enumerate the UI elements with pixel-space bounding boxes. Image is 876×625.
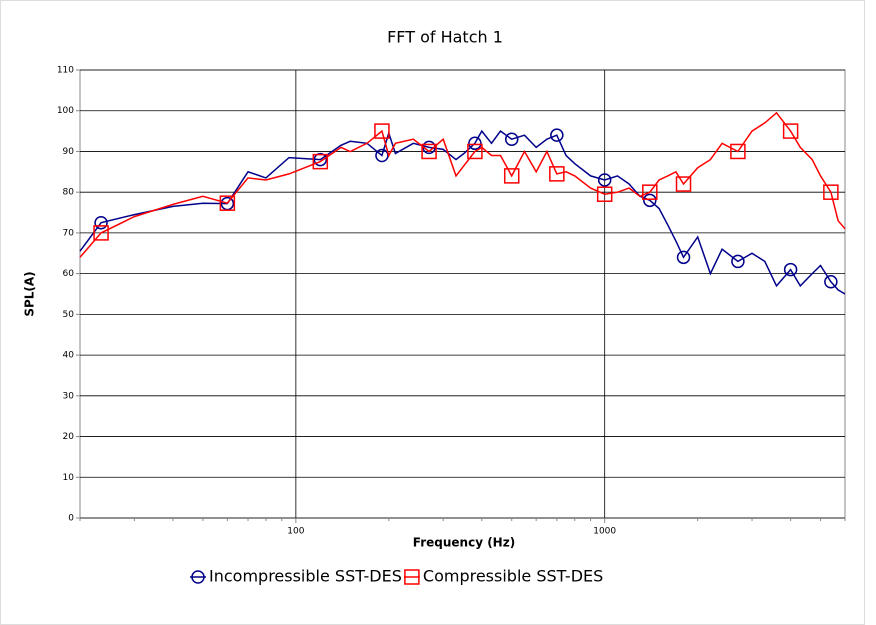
y-tick-label: 40 (63, 351, 75, 361)
plot-area (79, 69, 846, 519)
marker (782, 123, 799, 139)
series-line (79, 129, 846, 295)
marker (643, 193, 657, 208)
marker (730, 143, 746, 160)
marker (823, 184, 839, 200)
y-tick-label: 0 (68, 514, 74, 524)
y-tick-label: 110 (57, 66, 74, 76)
y-tick-label: 80 (63, 188, 75, 198)
marker (642, 184, 658, 200)
legend: Incompressible SST-DES Compressible SST-D… (190, 567, 603, 586)
marker (93, 225, 109, 241)
y-tick-label: 30 (63, 391, 75, 401)
marker (94, 215, 108, 230)
x-tick-label: 1000 (593, 527, 616, 537)
y-axis-label: SPL(A) (23, 271, 37, 316)
marker (596, 186, 613, 202)
marker (421, 143, 437, 160)
y-tick-label: 20 (63, 432, 75, 442)
marker (675, 176, 692, 192)
marker (503, 168, 520, 184)
marker (312, 153, 329, 170)
marker (219, 195, 236, 211)
y-tick-label: 100 (57, 106, 74, 116)
x-tick-label: 100 (287, 527, 304, 537)
marker (468, 136, 482, 151)
y-tick-label: 90 (63, 147, 75, 157)
legend-label: Compressible SST-DES (423, 567, 603, 586)
y-tick-label: 50 (63, 310, 75, 320)
marker (313, 152, 328, 167)
y-tick-label: 60 (63, 269, 75, 279)
marker (783, 262, 798, 277)
legend-label: Incompressible SST-DES (209, 567, 402, 586)
marker (824, 275, 838, 289)
y-tick-label: 70 (63, 228, 75, 238)
series-line (79, 111, 846, 258)
marker (597, 173, 612, 187)
marker (550, 128, 564, 142)
chart-title: FFT of Hatch 1 (387, 28, 503, 47)
marker (731, 254, 745, 269)
marker (504, 132, 519, 146)
x-axis-label: Frequency (Hz) (413, 536, 515, 550)
marker (549, 166, 565, 182)
marker (374, 123, 390, 139)
marker (676, 250, 691, 265)
marker (467, 143, 483, 160)
y-tick-label: 10 (63, 473, 75, 483)
marker (375, 148, 389, 163)
